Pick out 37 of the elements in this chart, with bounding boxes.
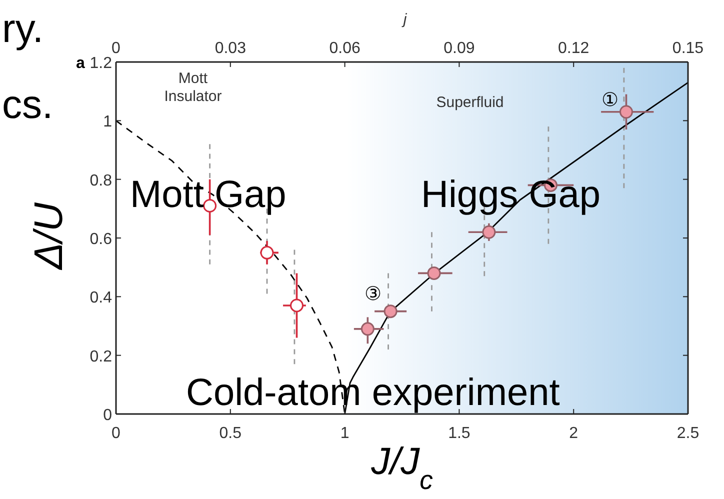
annotation: ① (601, 90, 619, 111)
text: a (76, 55, 85, 72)
annotation: ③ (364, 284, 382, 305)
text: cs. (2, 83, 54, 127)
x-tick-label: 1.5 (448, 425, 470, 442)
point (482, 225, 496, 239)
x2-tick-label: 0.06 (329, 40, 360, 57)
point (203, 198, 217, 212)
point (360, 322, 374, 336)
x2-axis-title: j (401, 11, 408, 28)
annotation: Superfluid (436, 94, 504, 111)
x2-tick-label: 0.12 (558, 40, 590, 57)
annotation: Mott Gap (130, 174, 286, 216)
y-tick-label: 0.8 (90, 172, 112, 190)
x-tick-label: 0.5 (219, 425, 242, 442)
point (384, 304, 398, 318)
y-tick-label: 0.6 (90, 231, 112, 248)
annotation: Higgs Gap (421, 174, 601, 216)
y-tick-label: 1 (103, 114, 112, 131)
x-tick-label: 1 (340, 425, 350, 442)
x2-tick-label: 0.09 (444, 40, 475, 57)
point (290, 298, 304, 312)
y-axis-title: Δ/U (27, 201, 71, 270)
x2-tick-label: 0.15 (672, 40, 704, 57)
y-tick-label: 0 (103, 407, 112, 424)
text: ry. (2, 7, 44, 51)
y-tick-label: 0.2 (90, 348, 112, 366)
y-tick-label: 0.4 (90, 290, 112, 307)
annotation: Mott Insulator (164, 70, 222, 105)
x-tick-label: 2.5 (676, 425, 700, 442)
x2-tick-label: 0.03 (214, 40, 246, 57)
point (427, 266, 441, 280)
point (260, 246, 274, 260)
point (619, 105, 633, 119)
y-tick-label: 1.2 (90, 55, 112, 72)
x-tick-label: 2 (569, 425, 578, 442)
x-axis-title: J/J$_{c}$ (370, 441, 433, 495)
